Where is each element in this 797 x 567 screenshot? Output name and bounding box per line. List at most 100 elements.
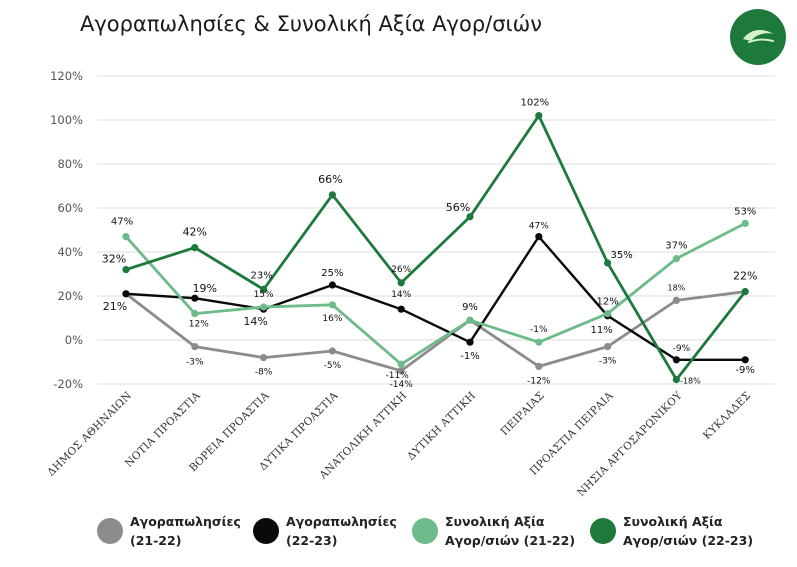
data-point [397, 279, 405, 287]
y-tick-label: 40% [57, 245, 83, 259]
data-label: 23% [250, 270, 272, 281]
legend-label-series-3-line-2: Αγορ/σιών (21-22) [445, 533, 576, 548]
data-point [466, 316, 474, 324]
data-point [328, 281, 336, 289]
data-point [604, 343, 612, 351]
data-point [328, 347, 336, 355]
data-label: -11% [386, 371, 410, 381]
data-point [328, 301, 336, 309]
data-point [741, 288, 749, 296]
data-point [191, 244, 199, 252]
x-tick-label: ΚΥΚΛΑΔΕΣ [701, 390, 753, 442]
data-point [122, 233, 130, 241]
data-label: -9% [735, 365, 754, 376]
legend-swatch-series-4 [590, 518, 616, 544]
legend-swatch-series-3 [412, 518, 438, 544]
series-4 [122, 112, 749, 384]
data-label: 9% [462, 302, 478, 313]
data-point [122, 290, 130, 298]
data-point [191, 294, 199, 302]
series-line [124, 222, 746, 366]
data-label: 15% [254, 290, 274, 300]
data-point [260, 354, 268, 362]
data-point [672, 296, 681, 304]
series-3 [122, 219, 749, 368]
data-point [397, 305, 405, 313]
data-label: -9% [673, 344, 691, 354]
data-point [397, 367, 405, 375]
data-label: 102% [521, 98, 550, 109]
data-point [604, 310, 612, 318]
y-tick-label: 100% [50, 113, 83, 127]
data-label: 47% [529, 222, 549, 232]
legend-item-series-2: Αγοραπωλησίες (22-23) [253, 512, 397, 550]
data-label: 14% [391, 290, 411, 300]
data-label: 32% [102, 253, 126, 266]
legend-swatch-series-2 [253, 518, 279, 544]
line-chart: -20% 0% 20% 40% 60% 80% 100% 120% ΔΗΜΟΣ ΑΘΗΝΑΙΩΝ… [45, 69, 775, 499]
x-tick-label: ΔΗΜΟΣ ΑΘΗΝΑΙΩΝ [45, 390, 134, 479]
data-point [535, 338, 543, 346]
data-label: 18% [668, 283, 686, 292]
series-line [125, 114, 747, 382]
data-label: 12% [189, 320, 209, 330]
data-label: -3% [186, 358, 204, 368]
leaf-logo-icon [729, 8, 787, 66]
legend-label-series-3-line-1: Συνολική Αξία [445, 514, 545, 529]
data-label: 35% [610, 250, 632, 261]
y-tick-label: 0% [65, 333, 83, 347]
data-label: -3% [599, 357, 617, 367]
y-tick-label: 120% [50, 69, 83, 83]
legend: Αγοραπωλησίες (21-22) Αγοραπωλησίες (22-… [0, 512, 797, 562]
data-point [328, 191, 336, 199]
legend-item-series-4: Συνολική Αξία Αγορ/σιών (22-23) [590, 512, 753, 550]
y-tick-label: 60% [57, 201, 83, 215]
data-label: 26% [391, 265, 411, 275]
data-point [260, 285, 268, 293]
data-point [741, 219, 749, 227]
data-label: 66% [318, 173, 342, 186]
data-point [535, 362, 543, 370]
y-tick-label: 20% [57, 289, 83, 303]
data-label: 37% [665, 241, 687, 252]
data-point [535, 112, 543, 120]
data-label: 22% [733, 270, 757, 283]
legend-label-series-1-line-1: Αγοραπωλησίες [130, 514, 241, 529]
data-point [466, 338, 474, 346]
data-label: 56% [446, 201, 470, 214]
x-tick-label: ΝΟΤΙΑ ΠΡΟΑΣΤΙΑ [123, 389, 203, 469]
y-tick-label: 80% [57, 157, 83, 171]
data-point [260, 303, 268, 311]
data-label: 47% [111, 217, 133, 228]
data-label: 16% [322, 314, 342, 324]
x-tick-label: ΔΥΤΙΚΗ ΑΤΤΙΚΗ [405, 390, 478, 463]
legend-item-series-1: Αγοραπωλησίες (21-22) [97, 512, 241, 550]
data-label: 19% [193, 282, 217, 295]
legend-label-series-4-line-1: Συνολική Αξία [623, 514, 723, 529]
data-label: -14% [390, 380, 414, 390]
x-tick-label: ΠΕΙΡΑΙΑΣ [499, 390, 547, 438]
data-label: 12% [596, 297, 618, 308]
data-point [535, 233, 543, 241]
y-tick-label: -20% [53, 377, 83, 391]
data-label: -8% [255, 368, 273, 378]
data-point [397, 360, 405, 368]
data-label: -1% [460, 351, 479, 362]
data-point [672, 356, 681, 364]
legend-label-series-2-line-2: (22-23) [286, 533, 338, 548]
data-label: -5% [324, 361, 342, 371]
data-label: 53% [734, 206, 756, 217]
legend-item-series-3: Συνολική Αξία Αγορ/σιών (21-22) [412, 512, 575, 550]
series-line [125, 235, 746, 361]
data-point [191, 343, 199, 351]
data-point [741, 356, 749, 364]
data-label: -18% [680, 377, 701, 386]
data-point [672, 376, 681, 384]
legend-label-series-1-line-2: (21-22) [130, 533, 182, 548]
data-label: 42% [183, 226, 207, 239]
data-point [672, 255, 681, 263]
data-point [191, 310, 199, 318]
legend-label-series-4-line-2: Αγορ/σιών (22-23) [623, 533, 754, 548]
data-label: 14% [243, 315, 267, 328]
data-label: -1% [530, 325, 548, 335]
